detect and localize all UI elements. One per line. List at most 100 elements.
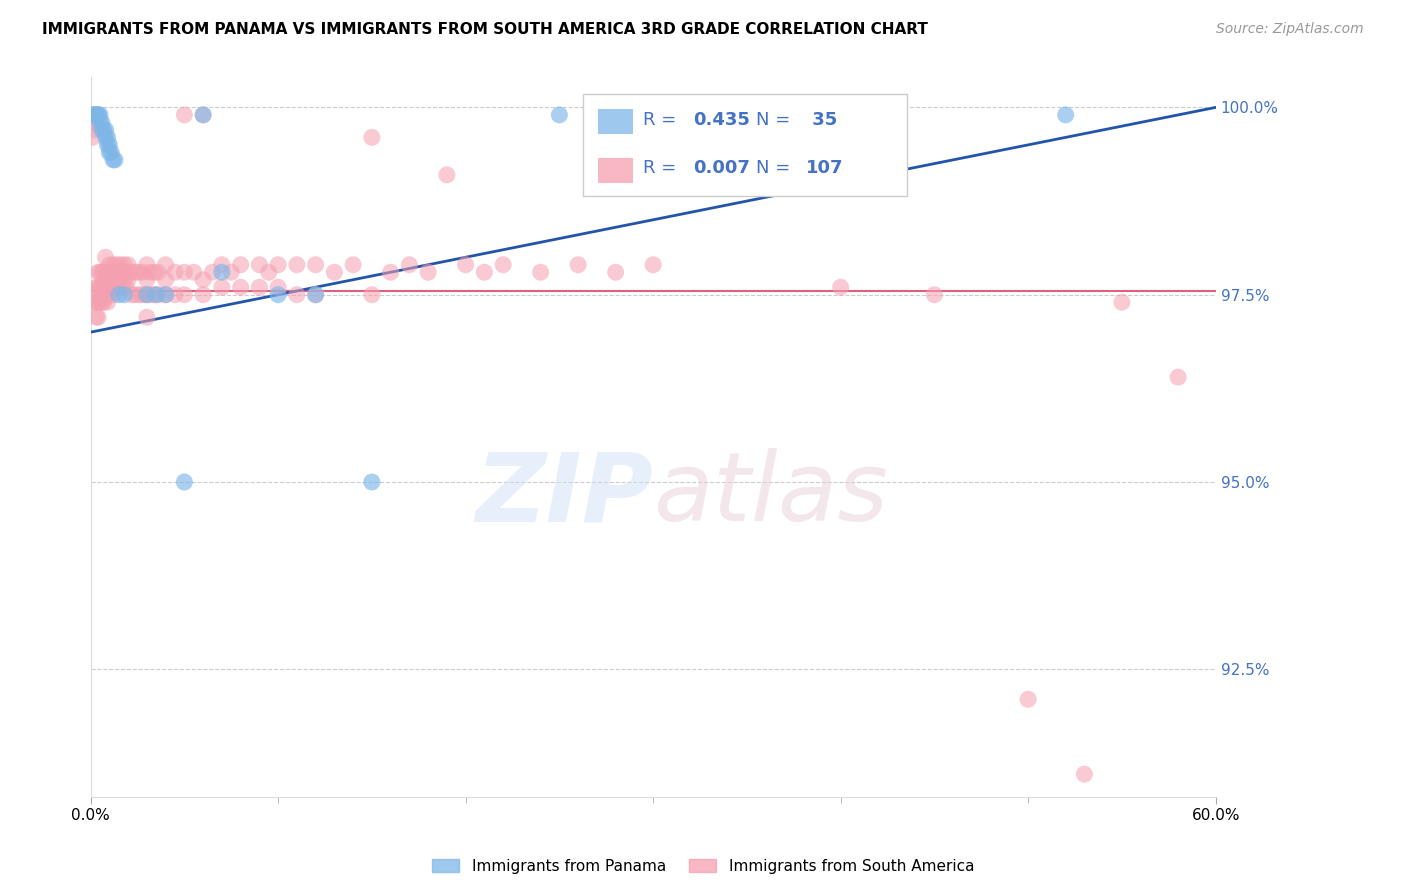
- Point: [1073, 767, 1095, 781]
- Point: [211, 265, 233, 279]
- Point: [121, 265, 143, 279]
- Point: [84, 280, 107, 294]
- Text: N =: N =: [756, 112, 796, 129]
- Point: [89, 265, 111, 279]
- Point: [360, 130, 382, 145]
- Point: [304, 287, 326, 301]
- Point: [530, 265, 553, 279]
- Point: [101, 258, 124, 272]
- Point: [211, 258, 233, 272]
- Point: [135, 310, 157, 325]
- Point: [105, 258, 128, 272]
- Point: [135, 273, 157, 287]
- Point: [146, 287, 169, 301]
- Point: [84, 115, 107, 129]
- Point: [128, 287, 150, 301]
- Point: [104, 265, 127, 279]
- Point: [830, 108, 852, 122]
- Text: 0.007: 0.007: [693, 159, 749, 177]
- Text: Source: ZipAtlas.com: Source: ZipAtlas.com: [1216, 22, 1364, 37]
- Point: [173, 108, 195, 122]
- Point: [191, 108, 214, 122]
- Point: [82, 108, 104, 122]
- Point: [128, 265, 150, 279]
- Point: [643, 258, 665, 272]
- Point: [285, 287, 308, 301]
- Point: [87, 310, 110, 325]
- Point: [135, 287, 157, 301]
- Point: [454, 258, 477, 272]
- Point: [398, 258, 420, 272]
- Point: [132, 287, 155, 301]
- Point: [247, 258, 270, 272]
- Point: [96, 137, 118, 152]
- Point: [360, 287, 382, 301]
- Point: [93, 123, 115, 137]
- Point: [229, 258, 252, 272]
- Point: [173, 475, 195, 489]
- Point: [100, 265, 122, 279]
- Point: [567, 258, 589, 272]
- Point: [155, 287, 177, 301]
- Point: [117, 258, 139, 272]
- Point: [548, 108, 571, 122]
- Point: [82, 115, 104, 129]
- Point: [1054, 108, 1077, 122]
- Point: [111, 280, 134, 294]
- Point: [82, 130, 104, 145]
- Point: [605, 265, 627, 279]
- Point: [84, 295, 107, 310]
- Point: [201, 265, 224, 279]
- Point: [84, 310, 107, 325]
- Point: [436, 168, 458, 182]
- Point: [90, 123, 112, 137]
- Point: [94, 287, 117, 301]
- Point: [418, 265, 440, 279]
- Point: [98, 137, 121, 152]
- Point: [89, 115, 111, 129]
- Point: [155, 273, 177, 287]
- Point: [89, 295, 111, 310]
- Point: [87, 280, 110, 294]
- Point: [90, 265, 112, 279]
- Point: [143, 287, 166, 301]
- Text: 107: 107: [806, 159, 844, 177]
- Point: [93, 280, 115, 294]
- Point: [229, 280, 252, 294]
- Point: [285, 258, 308, 272]
- Point: [124, 287, 146, 301]
- Point: [89, 280, 111, 294]
- Point: [132, 265, 155, 279]
- Point: [1111, 295, 1133, 310]
- Point: [474, 265, 496, 279]
- Point: [83, 108, 105, 122]
- Point: [90, 115, 112, 129]
- Point: [219, 265, 242, 279]
- Point: [101, 153, 124, 167]
- Point: [87, 108, 110, 122]
- Point: [111, 265, 134, 279]
- Point: [135, 258, 157, 272]
- Point: [101, 273, 124, 287]
- Point: [112, 287, 135, 301]
- Point: [90, 280, 112, 294]
- Point: [98, 258, 121, 272]
- Point: [83, 295, 105, 310]
- Point: [87, 108, 110, 122]
- Point: [104, 153, 127, 167]
- Point: [173, 265, 195, 279]
- Point: [139, 287, 162, 301]
- Point: [115, 280, 138, 294]
- Point: [135, 287, 157, 301]
- Point: [93, 265, 115, 279]
- Point: [830, 280, 852, 294]
- Point: [304, 258, 326, 272]
- Point: [101, 287, 124, 301]
- Text: N =: N =: [756, 159, 796, 177]
- Text: atlas: atlas: [654, 448, 889, 541]
- Point: [1167, 370, 1189, 384]
- Point: [146, 265, 169, 279]
- Legend: Immigrants from Panama, Immigrants from South America: Immigrants from Panama, Immigrants from …: [426, 853, 980, 880]
- Point: [360, 475, 382, 489]
- Point: [87, 265, 110, 279]
